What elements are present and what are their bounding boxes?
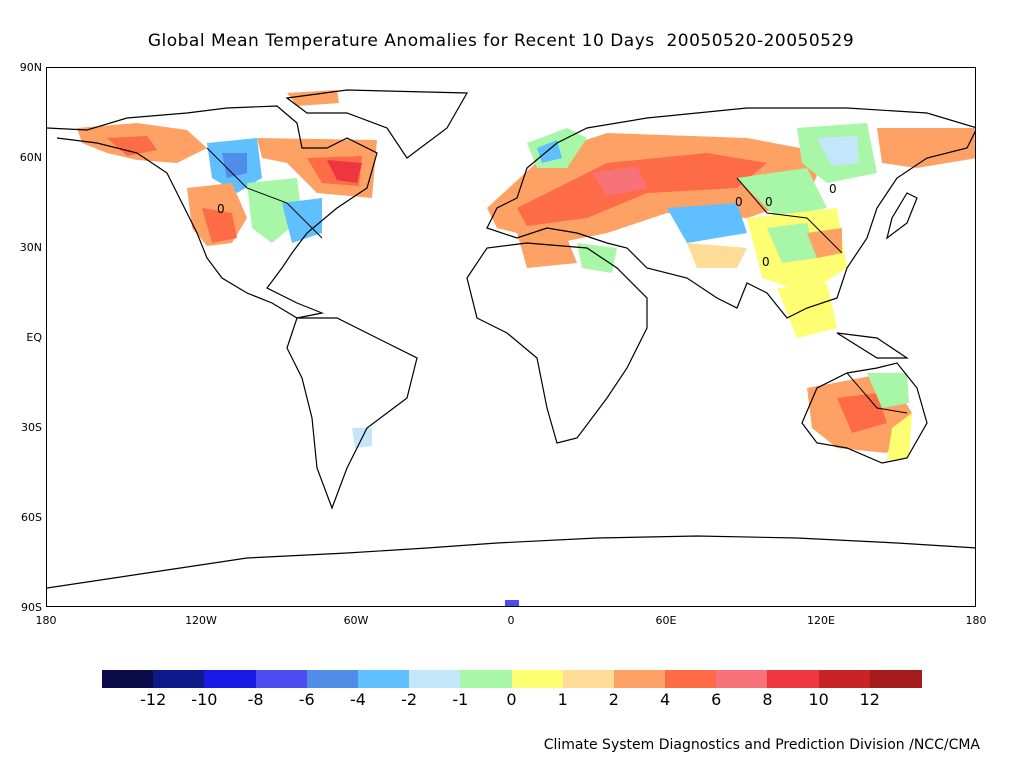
legend-swatch xyxy=(357,670,410,688)
lon-label-120w: 120W xyxy=(185,614,217,627)
legend-swatch xyxy=(306,670,359,688)
map-panel: 0 0 0 0 0 xyxy=(46,67,976,607)
legend-label: -4 xyxy=(349,690,366,709)
legend-label: -2 xyxy=(401,690,418,709)
legend-swatch xyxy=(613,670,666,688)
contour-label: 0 xyxy=(762,255,770,269)
contour-label: 0 xyxy=(765,195,773,209)
legend-label: -8 xyxy=(247,690,264,709)
chart-title: Global Mean Temperature Anomalies for Re… xyxy=(147,31,855,51)
legend-label: -12 xyxy=(140,690,167,709)
legend-swatch xyxy=(511,670,564,688)
legend-swatch xyxy=(460,670,512,688)
contour-label: 0 xyxy=(217,202,225,216)
legend-label: -6 xyxy=(298,690,315,709)
legend-swatch xyxy=(716,670,768,688)
lon-label-60e: 60E xyxy=(655,614,677,627)
lat-label-90n: 90N xyxy=(19,61,42,74)
lat-label-30n: 30N xyxy=(19,241,42,254)
legend-label: 10 xyxy=(808,690,829,709)
legend-swatch xyxy=(818,670,871,688)
credit-text: Climate System Diagnostics and Predictio… xyxy=(543,737,980,753)
legend-label: 0 xyxy=(506,690,517,709)
legend-swatch xyxy=(767,670,820,688)
legend-label: 12 xyxy=(859,690,880,709)
contour-labels: 0 0 0 0 0 xyxy=(217,182,837,269)
contour-label: 0 xyxy=(829,182,837,196)
lat-label-60s: 60S xyxy=(21,511,42,524)
lat-label-30s: 30S xyxy=(21,421,42,434)
lon-label-0: 0 xyxy=(507,614,515,627)
lon-label-120e: 120E xyxy=(807,614,835,627)
legend-label: 4 xyxy=(659,690,671,709)
legend-swatch xyxy=(102,670,154,688)
legend-swatch xyxy=(562,670,615,688)
legend-swatch xyxy=(204,670,257,688)
lat-label-90s: 90S xyxy=(21,601,42,614)
legend-swatch xyxy=(409,670,461,688)
legend-swatch xyxy=(869,670,922,688)
legend-label: -10 xyxy=(191,690,218,709)
legend-label: 2 xyxy=(608,690,619,709)
lat-label-60n: 60N xyxy=(19,151,42,164)
zero-contours xyxy=(206,147,908,414)
lon-label-180e: 180 xyxy=(965,614,987,627)
lat-label-eq: EQ xyxy=(26,331,42,344)
legend-swatch xyxy=(153,670,205,688)
legend-swatch xyxy=(255,670,308,688)
legend-swatch xyxy=(665,670,717,688)
legend-label: 1 xyxy=(557,690,568,709)
color-legend xyxy=(102,670,922,688)
lon-label-60w: 60W xyxy=(343,614,369,627)
legend-label: -1 xyxy=(452,690,469,709)
contour-label: 0 xyxy=(735,195,743,209)
legend-label: 6 xyxy=(711,690,722,709)
anomaly-patches xyxy=(77,90,975,606)
lon-label-180w: 180 xyxy=(35,614,57,627)
coastlines xyxy=(47,89,975,589)
legend-label: 8 xyxy=(762,690,773,709)
world-map: 0 0 0 0 0 xyxy=(47,89,975,606)
